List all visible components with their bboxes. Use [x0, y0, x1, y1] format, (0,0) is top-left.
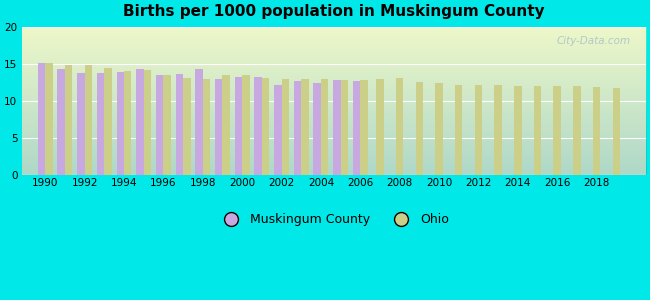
- Bar: [116, 72, 124, 175]
- Bar: [612, 88, 620, 175]
- Bar: [321, 79, 328, 175]
- Bar: [65, 65, 72, 175]
- Text: City-Data.com: City-Data.com: [556, 36, 630, 46]
- Bar: [222, 75, 230, 175]
- Bar: [203, 79, 210, 175]
- Bar: [534, 86, 541, 175]
- Bar: [195, 69, 203, 175]
- Bar: [376, 79, 384, 175]
- Bar: [235, 77, 242, 175]
- Bar: [474, 85, 482, 175]
- Bar: [144, 70, 151, 175]
- Bar: [77, 73, 84, 175]
- Bar: [573, 86, 580, 175]
- Bar: [396, 78, 404, 175]
- Legend: Muskingum County, Ohio: Muskingum County, Ohio: [214, 208, 454, 231]
- Bar: [242, 75, 250, 175]
- Bar: [176, 74, 183, 175]
- Bar: [183, 78, 190, 175]
- Bar: [97, 73, 104, 175]
- Bar: [313, 83, 321, 175]
- Bar: [163, 75, 171, 175]
- Bar: [341, 80, 348, 175]
- Bar: [46, 63, 53, 175]
- Bar: [281, 79, 289, 175]
- Bar: [294, 81, 301, 175]
- Bar: [436, 83, 443, 175]
- Bar: [455, 85, 463, 175]
- Bar: [84, 65, 92, 175]
- Bar: [495, 85, 502, 175]
- Bar: [156, 75, 163, 175]
- Bar: [215, 79, 222, 175]
- Bar: [593, 87, 601, 175]
- Bar: [57, 69, 65, 175]
- Bar: [274, 85, 281, 175]
- Bar: [415, 82, 423, 175]
- Bar: [554, 86, 561, 175]
- Bar: [262, 77, 269, 175]
- Bar: [514, 86, 521, 175]
- Bar: [104, 68, 112, 175]
- Bar: [360, 80, 368, 175]
- Bar: [333, 80, 341, 175]
- Bar: [38, 64, 46, 175]
- Title: Births per 1000 population in Muskingum County: Births per 1000 population in Muskingum …: [123, 4, 545, 19]
- Bar: [353, 81, 360, 175]
- Bar: [124, 71, 131, 175]
- Bar: [301, 79, 309, 175]
- Bar: [136, 69, 144, 175]
- Bar: [254, 77, 262, 175]
